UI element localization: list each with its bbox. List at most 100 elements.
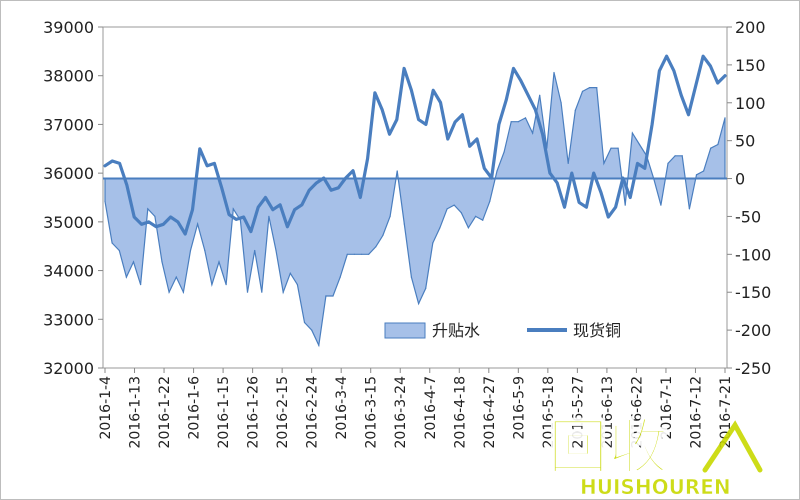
line-point — [491, 177, 493, 179]
area-point — [239, 219, 241, 221]
area-point — [161, 261, 163, 263]
line-point — [140, 223, 143, 225]
area-point — [717, 143, 719, 146]
area-point — [638, 143, 641, 146]
area-point — [353, 253, 355, 255]
line-point — [418, 119, 420, 121]
area-point — [396, 170, 398, 172]
line-point — [556, 182, 558, 184]
y-left-tick-label: 35000 — [43, 213, 94, 232]
x-tick-label: 2016-4-18 — [452, 376, 468, 448]
line-point — [315, 182, 318, 184]
area-point — [318, 344, 320, 346]
line-point — [687, 114, 690, 116]
area-point — [325, 295, 327, 297]
area-point — [289, 272, 291, 274]
line-point — [563, 206, 566, 208]
line-point — [126, 184, 128, 186]
line-point — [170, 216, 172, 218]
line-point — [680, 94, 682, 96]
area-point — [189, 249, 192, 252]
line-point — [177, 221, 179, 223]
line-point — [323, 177, 325, 179]
y-right-tick-label: -250 — [735, 359, 771, 378]
area-point — [553, 71, 555, 74]
y-right-tick-label: -100 — [735, 245, 771, 264]
line-point — [673, 70, 675, 72]
line-point — [221, 187, 223, 189]
line-point — [607, 216, 609, 218]
line-point — [498, 123, 500, 125]
x-tick-label: 2016-1-13 — [128, 376, 144, 448]
area-point — [610, 147, 612, 149]
x-tick-label: 2016-5-9 — [511, 376, 527, 440]
line-point — [571, 172, 573, 174]
area-point — [332, 295, 334, 297]
line-point — [615, 206, 617, 208]
x-tick-label: 2016-6-13 — [600, 376, 616, 448]
x-tick-label: 2016-2-24 — [305, 376, 321, 449]
line-point — [454, 121, 456, 123]
area-point — [581, 90, 584, 92]
area-point — [246, 291, 249, 293]
line-point — [367, 157, 369, 160]
y-right-tick-label: -200 — [735, 321, 771, 340]
x-tick-label: 2016-1-26 — [246, 376, 262, 449]
area-point — [211, 284, 213, 286]
area-point — [140, 284, 142, 286]
area-point — [389, 215, 391, 217]
area-point — [125, 276, 127, 278]
area-point — [681, 155, 683, 157]
line-point — [162, 223, 164, 225]
line-series-copper — [103, 54, 727, 236]
area-point — [460, 212, 462, 214]
line-point — [636, 162, 639, 164]
line-point — [286, 226, 288, 228]
area-point — [560, 102, 562, 104]
line-point — [352, 170, 354, 172]
line-point — [447, 138, 449, 140]
watermark-big-text: 回收 — [548, 413, 668, 483]
y-left-tick-label: 39000 — [43, 18, 94, 37]
line-point — [585, 206, 588, 208]
line-point — [622, 177, 624, 179]
x-tick-label: 2016-1-15 — [216, 376, 232, 448]
line-point — [250, 231, 252, 233]
area-point — [510, 121, 512, 123]
area-point — [503, 151, 505, 153]
line-point — [111, 160, 113, 162]
line-point — [695, 84, 697, 87]
line-point — [279, 204, 281, 206]
area-point — [197, 223, 199, 225]
line-point — [133, 216, 135, 218]
area-point — [467, 227, 469, 229]
legend-label-area: 升贴水 — [432, 321, 480, 340]
area-point — [695, 174, 698, 176]
x-tick-label: 2016-1-6 — [187, 376, 203, 440]
area-point — [624, 204, 626, 206]
y-right-tick-label: 150 — [735, 56, 766, 75]
area-point — [425, 287, 427, 289]
line-point — [308, 189, 310, 191]
line-point — [505, 99, 507, 101]
y-left-tick-label: 36000 — [43, 164, 94, 183]
area-point — [603, 162, 605, 164]
line-point — [206, 165, 208, 167]
y-right-tick-label: 200 — [735, 18, 766, 37]
area-point — [574, 109, 576, 111]
area-point — [653, 178, 655, 180]
watermark-swoosh-icon — [702, 420, 763, 473]
area-point — [275, 249, 277, 252]
line-point — [593, 172, 595, 174]
line-point — [476, 138, 478, 140]
x-tick-label: 2016-3-15 — [364, 376, 380, 448]
line-point — [184, 233, 186, 235]
legend: 升贴水 现货铜 — [384, 321, 621, 340]
area-point — [524, 117, 527, 119]
area-point — [382, 234, 384, 236]
line-point — [191, 209, 194, 211]
line-point — [403, 67, 405, 69]
line-point — [243, 216, 245, 218]
area-point — [532, 132, 534, 134]
area-point — [482, 219, 484, 221]
